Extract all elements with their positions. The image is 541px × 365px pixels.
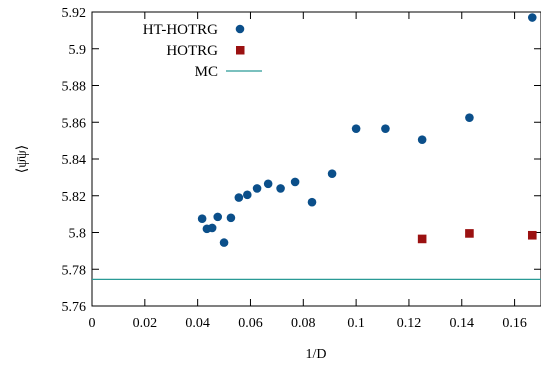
x-tick-label: 0: [89, 316, 96, 331]
ht-hotrg-point: [263, 179, 273, 189]
ht-hotrg-point: [197, 214, 207, 224]
x-tick-label: 0.1: [347, 316, 365, 331]
y-tick-label: 5.76: [62, 300, 87, 315]
y-tick-label: 5.78: [62, 263, 87, 278]
ht-hotrg-point: [252, 184, 262, 193]
ht-hotrg-point: [219, 238, 229, 247]
x-tick-label: 0.02: [133, 316, 158, 331]
y-tick-label: 5.86: [62, 116, 87, 131]
legend-label-hotrg: HOTRG: [166, 43, 218, 59]
plot-frame: [91, 11, 541, 307]
x-tick-label: 0.06: [238, 316, 263, 331]
y-tick-label: 5.84: [62, 153, 87, 168]
legend-label-ht-hotrg: HT-HOTRG: [143, 22, 218, 38]
ht-hotrg-point: [381, 124, 390, 133]
legend-label-mc: MC: [195, 64, 218, 80]
ht-hotrg-point: [290, 177, 300, 187]
y-tick-label: 5.8: [69, 227, 87, 242]
x-tick-label: 0.08: [291, 316, 316, 331]
ht-hotrg-point: [243, 190, 252, 200]
y-axis: 5.76 5.78 5.8 5.82 5.84 5.86 5.88 5.9 5.92: [62, 6, 541, 315]
y-tick-label: 5.92: [62, 6, 87, 21]
x-axis: 0 0.02 0.04 0.06 0.08 0.1 0.12 0.14 0.16: [89, 12, 527, 331]
x-tick-label: 0.16: [502, 316, 527, 331]
ht-hotrg-point: [307, 197, 317, 207]
ht-hotrg-point: [234, 193, 244, 202]
x-tick-label: 0.12: [397, 316, 422, 331]
ht-hotrg-point: [417, 135, 427, 145]
hotrg-point: [417, 234, 427, 244]
ht-hotrg-point: [226, 213, 236, 223]
ht-hotrg-point: [327, 169, 337, 178]
ht-hotrg-point: [465, 113, 474, 122]
legend-marker-ht-hotrg: [235, 24, 245, 34]
legend-marker-hotrg: [236, 46, 245, 55]
hotrg-point: [527, 230, 537, 240]
ht-hotrg-point: [213, 212, 223, 222]
y-tick-label: 5.88: [62, 80, 87, 95]
legend: HT-HOTRG HOTRG MC: [143, 22, 262, 80]
ht-hotrg-point: [527, 13, 537, 22]
ht-hotrg-point: [276, 184, 285, 193]
y-tick-label: 5.9: [69, 43, 87, 58]
data-points: [197, 13, 537, 247]
y-axis-label: ⟨ψ̄ψ⟩: [15, 145, 30, 173]
ht-hotrg-point: [351, 124, 361, 133]
x-tick-label: 0.04: [185, 316, 210, 331]
x-tick-label: 0.14: [450, 316, 475, 331]
hotrg-point: [465, 229, 474, 238]
y-tick-label: 5.82: [62, 190, 87, 205]
ht-hotrg-point: [207, 223, 217, 233]
x-axis-label: 1/D: [306, 347, 327, 362]
